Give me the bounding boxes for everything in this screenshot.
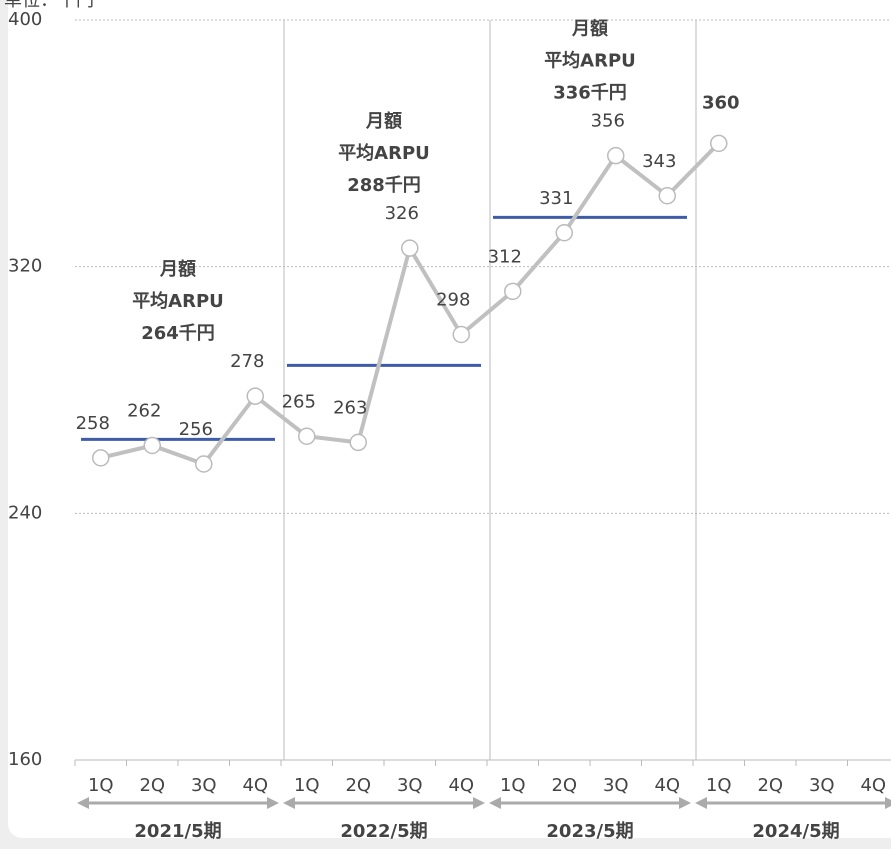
data-label: 331 — [539, 188, 573, 209]
data-label: 258 — [76, 413, 110, 434]
x-tick-label: 4Q — [654, 775, 680, 796]
average-label: 月額 — [365, 110, 402, 132]
data-label: 298 — [436, 290, 470, 311]
x-tick-label: 1Q — [706, 775, 732, 796]
y-tick-label: 400 — [8, 9, 42, 30]
x-tick-label: 2Q — [757, 775, 783, 796]
x-tick-label: 1Q — [294, 775, 320, 796]
group-label: 2022/5期 — [340, 821, 427, 842]
data-point — [658, 187, 676, 205]
y-tick-label: 320 — [8, 256, 42, 277]
average-label: 平均ARPU — [338, 142, 430, 164]
group-label: 2021/5期 — [134, 821, 221, 842]
x-tick-label: 3Q — [397, 775, 423, 796]
data-point — [452, 325, 470, 344]
data-label: 262 — [127, 401, 161, 422]
x-tick-label: 4Q — [448, 775, 474, 796]
data-point — [195, 455, 213, 473]
data-label: 256 — [179, 419, 213, 440]
x-tick-label: 3Q — [603, 775, 629, 796]
x-tick-label: 2Q — [551, 775, 577, 796]
data-label: 265 — [282, 391, 316, 412]
plot-panel — [8, 0, 891, 838]
group-label: 2024/5期 — [752, 821, 839, 842]
average-label: 336千円 — [553, 83, 627, 104]
data-point — [246, 387, 264, 405]
average-label: 264千円 — [141, 323, 215, 344]
average-label: 月額 — [159, 258, 196, 280]
data-label: 360 — [702, 92, 740, 113]
x-tick-label: 3Q — [191, 775, 217, 796]
average-label: 月額 — [571, 18, 608, 40]
data-label: 263 — [333, 397, 367, 418]
y-tick-label: 160 — [8, 749, 42, 770]
average-label: 平均ARPU — [132, 290, 224, 312]
data-label: 312 — [488, 246, 522, 267]
data-point — [555, 224, 573, 242]
data-label: 326 — [385, 203, 419, 224]
data-point — [401, 239, 419, 257]
data-label: 278 — [230, 351, 264, 372]
y-axis-label: 単位：千円 — [4, 0, 94, 11]
x-tick-label: 4Q — [242, 775, 268, 796]
data-point — [710, 134, 728, 153]
data-point — [504, 282, 522, 301]
x-tick-label: 4Q — [860, 775, 886, 796]
x-tick-label: 3Q — [809, 775, 835, 796]
average-label: 平均ARPU — [544, 50, 636, 72]
x-tick-label: 2Q — [139, 775, 165, 796]
data-label: 343 — [642, 151, 676, 172]
x-tick-label: 2Q — [345, 775, 371, 796]
group-label: 2023/5期 — [546, 821, 633, 842]
data-point — [92, 449, 110, 467]
average-label: 288千円 — [347, 175, 421, 196]
data-point — [349, 433, 367, 452]
data-point — [607, 146, 625, 165]
data-point — [143, 436, 161, 455]
data-label: 356 — [591, 111, 625, 132]
data-point — [298, 427, 316, 445]
x-tick-label: 1Q — [500, 775, 526, 796]
y-tick-label: 240 — [8, 502, 42, 523]
x-tick-label: 1Q — [88, 775, 114, 796]
